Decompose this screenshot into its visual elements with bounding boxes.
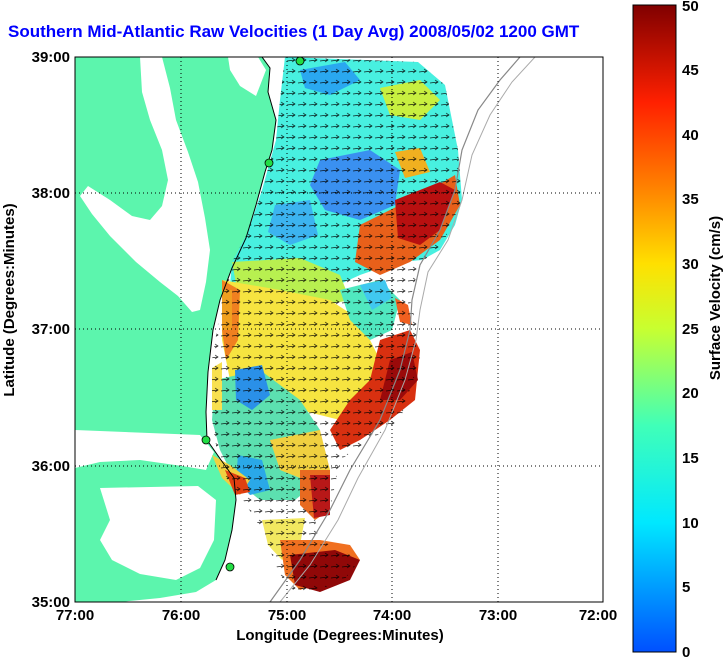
colorbar-tick-label: 20 <box>682 385 699 402</box>
y-axis: 39:00 38:00 37:00 36:00 35:00 Latitude (… <box>1 49 70 611</box>
velocity-vectors <box>212 57 462 592</box>
radar-site-marker <box>201 435 211 445</box>
delaware-bay <box>228 57 266 96</box>
colorbar-tick-label: 45 <box>682 62 699 79</box>
plot-frame <box>74 56 604 603</box>
colorbar-tick-label: 15 <box>682 450 699 467</box>
map-title: Southern Mid-Atlantic Raw Velocities (1 … <box>8 22 580 41</box>
x-axis: 77:00 76:00 75:00 74:00 73:00 72:00 Long… <box>56 607 617 644</box>
radar-site-marker <box>225 562 235 572</box>
y-tick-label: 36:00 <box>32 458 70 475</box>
radar-site-marker <box>295 57 305 66</box>
x-tick-label: 77:00 <box>56 607 94 624</box>
grid-lines <box>75 57 603 602</box>
colorbar: 0 5 10 15 20 25 30 35 40 45 50 Surface V… <box>632 0 724 659</box>
x-tick-label: 75:00 <box>268 607 306 624</box>
colorbar-tick-label: 10 <box>682 515 699 532</box>
coastline <box>205 57 277 581</box>
chesapeake-bay <box>80 57 210 312</box>
colorbar-label: Surface Velocity (cm/s) <box>707 216 724 380</box>
x-tick-label: 74:00 <box>373 607 411 624</box>
x-tick-label: 73:00 <box>479 607 517 624</box>
y-tick-label: 37:00 <box>32 321 70 338</box>
radar-site-marker <box>264 158 274 168</box>
colorbar-tick-label: 50 <box>682 0 699 15</box>
colorbar-gradient <box>632 4 677 653</box>
colorbar-tick-label: 25 <box>682 321 699 338</box>
x-tick-label: 72:00 <box>579 607 617 624</box>
colorbar-tick-label: 40 <box>682 127 699 144</box>
y-tick-label: 38:00 <box>32 185 70 202</box>
bathymetry-contour <box>269 57 521 602</box>
y-tick-label: 35:00 <box>32 594 70 611</box>
colorbar-tick-label: 35 <box>682 191 699 208</box>
y-tick-label: 39:00 <box>32 49 70 66</box>
colorbar-tick-label: 0 <box>682 644 690 659</box>
albemarle-sound <box>75 430 214 470</box>
pamlico-sound <box>100 486 216 580</box>
radar-sites <box>201 57 305 572</box>
colorbar-tick-label: 30 <box>682 256 699 273</box>
bathymetry-contour-outer <box>279 57 536 602</box>
y-axis-label: Latitude (Degrees:Minutes) <box>1 203 18 396</box>
x-tick-label: 76:00 <box>162 607 200 624</box>
colorbar-tick-label: 5 <box>682 579 690 596</box>
x-axis-label: Longitude (Degrees:Minutes) <box>236 627 444 644</box>
